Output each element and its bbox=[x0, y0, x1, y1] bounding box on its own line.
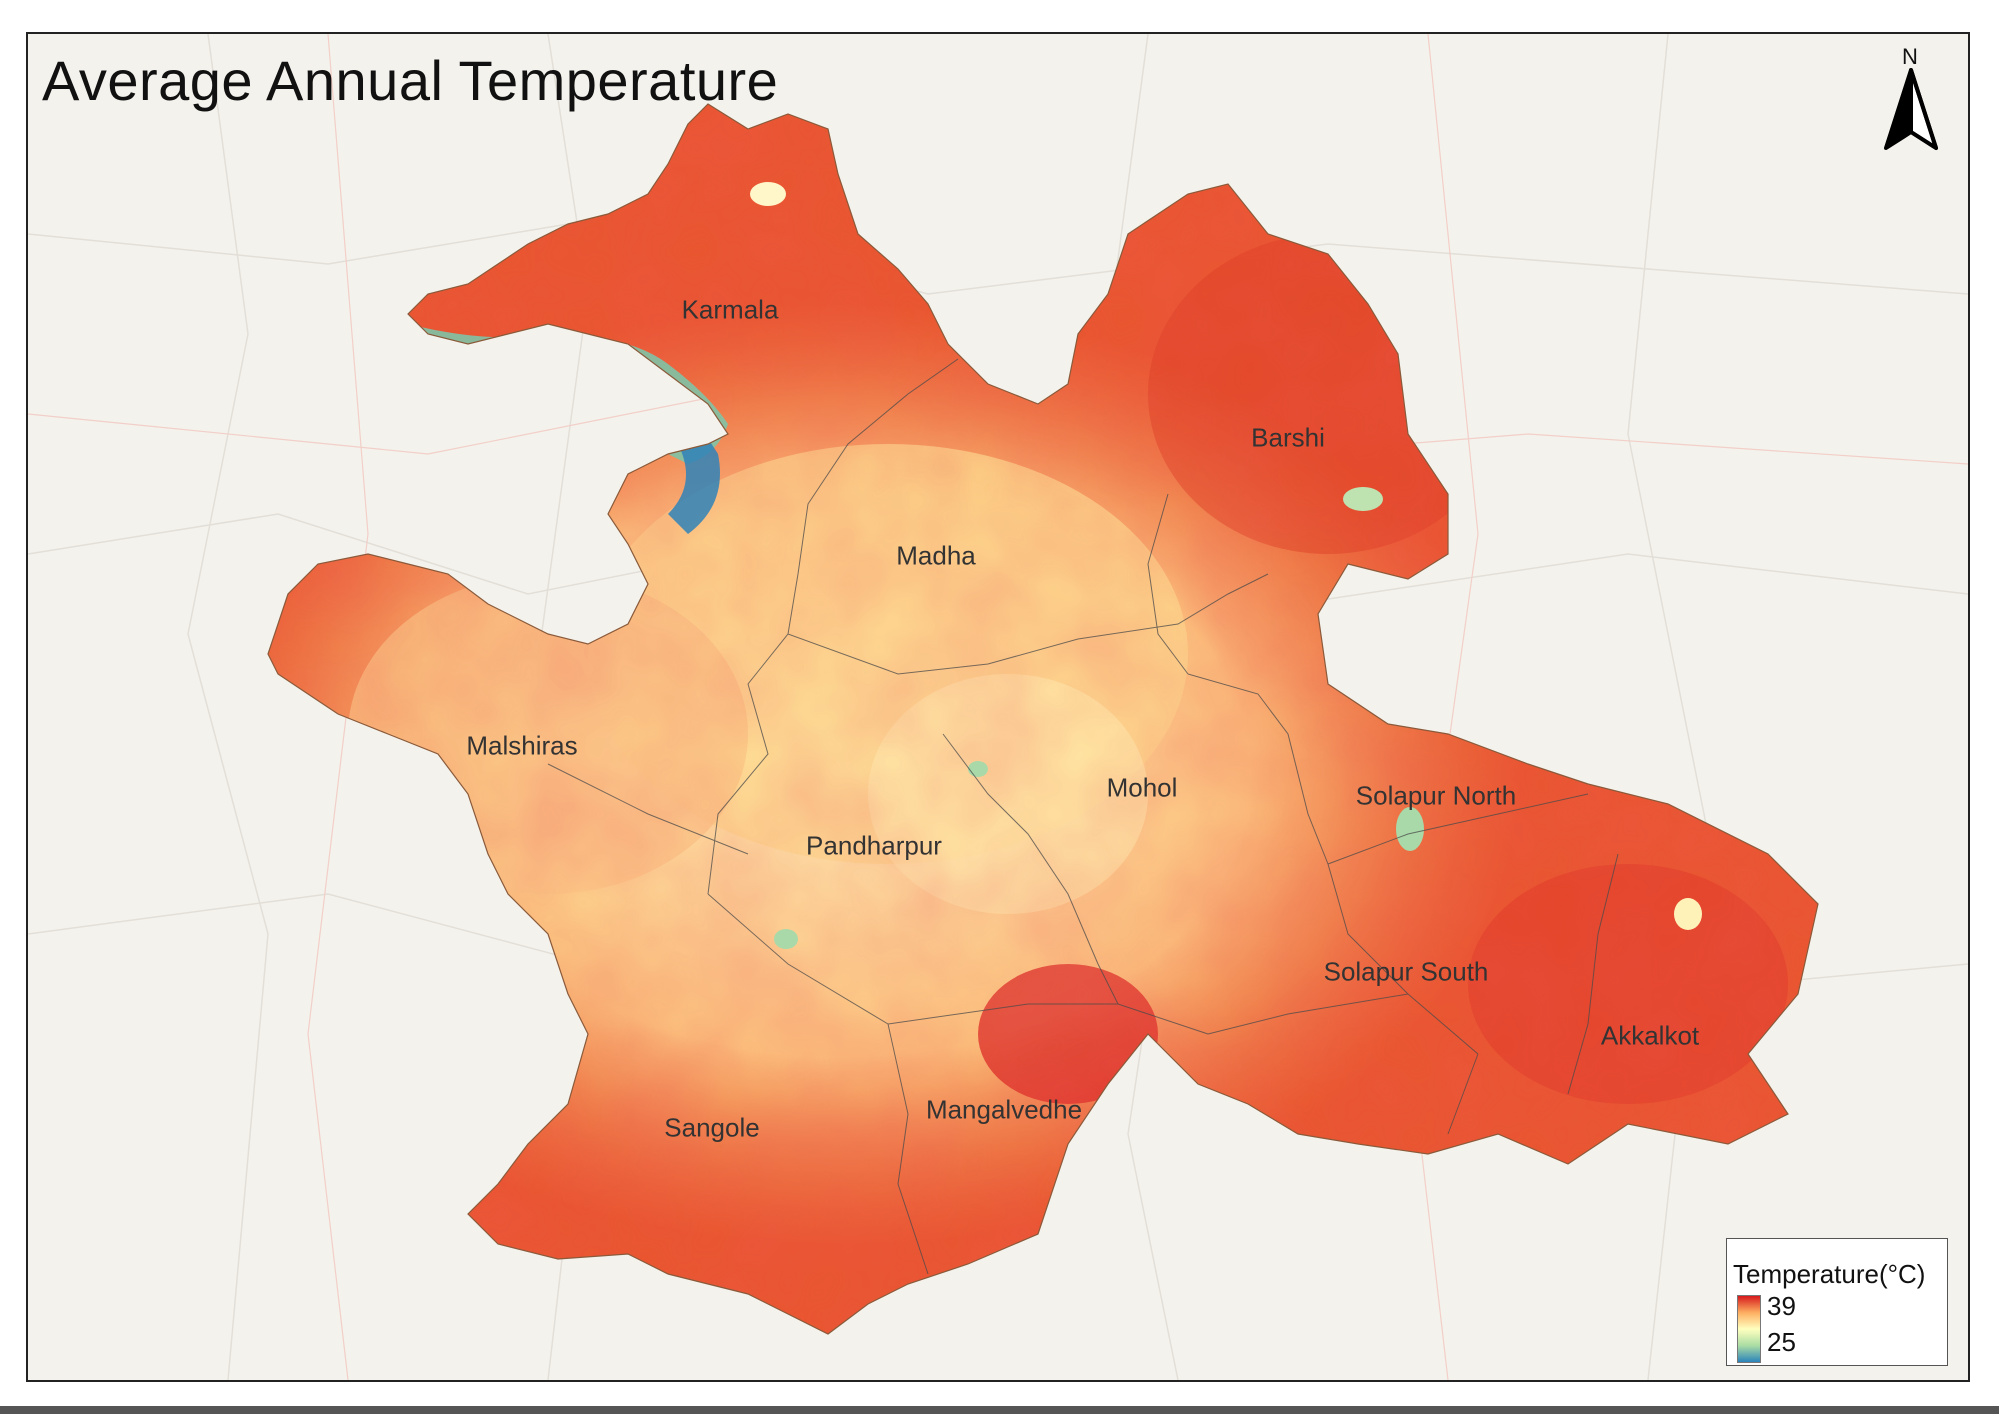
district-label-akkalkot: Akkalkot bbox=[1600, 1020, 1700, 1051]
map-frame[interactable]: Average Annual Temperature Karmala Barsh… bbox=[26, 32, 1970, 1382]
map-title: Average Annual Temperature bbox=[42, 49, 779, 112]
legend-max-value: 39 bbox=[1767, 1291, 1796, 1321]
legend-color-ramp bbox=[1737, 1295, 1761, 1363]
legend-title: Temperature(°C) bbox=[1733, 1259, 1926, 1289]
north-arrow-icon bbox=[1884, 68, 1938, 150]
district-label-karmala: Karmala bbox=[681, 294, 779, 325]
legend: Temperature(°C) 39 25 bbox=[1726, 1238, 1948, 1366]
district-label-malshiras: Malshiras bbox=[466, 730, 578, 761]
north-label: N bbox=[1902, 44, 1918, 69]
map-canvas[interactable] bbox=[28, 34, 1968, 1380]
district-label-mangalvedhe: Mangalvedhe bbox=[925, 1094, 1083, 1125]
district-label-pandharpur: Pandharpur bbox=[806, 830, 942, 861]
district-label-sangole: Sangole bbox=[664, 1112, 760, 1143]
district-label-mohol: Mohol bbox=[1106, 772, 1178, 803]
district-label-solapur-north: Solapur North bbox=[1355, 780, 1517, 811]
legend-min-value: 25 bbox=[1767, 1327, 1796, 1357]
district-label-solapur-south: Solapur South bbox=[1323, 956, 1489, 987]
district-label-madha: Madha bbox=[896, 540, 976, 571]
district-label-barshi: Barshi bbox=[1251, 422, 1325, 453]
bottom-strip bbox=[0, 1406, 1999, 1414]
